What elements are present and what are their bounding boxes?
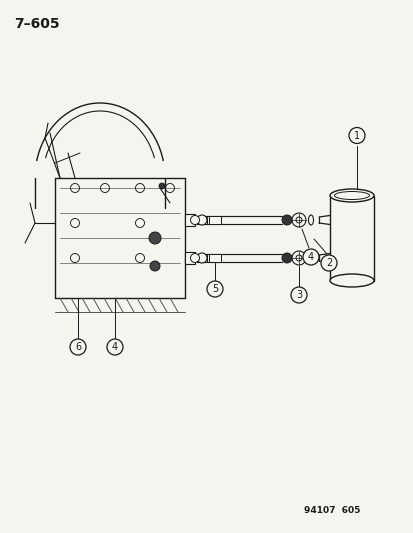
- Text: 3: 3: [295, 290, 301, 300]
- Circle shape: [302, 249, 318, 265]
- FancyBboxPatch shape: [209, 254, 221, 262]
- Text: 1: 1: [353, 131, 359, 141]
- Ellipse shape: [329, 274, 373, 287]
- Ellipse shape: [308, 253, 313, 263]
- Ellipse shape: [308, 215, 313, 225]
- Circle shape: [206, 281, 223, 297]
- Text: 94107  605: 94107 605: [303, 506, 359, 515]
- Circle shape: [290, 287, 306, 303]
- Circle shape: [348, 127, 364, 143]
- Ellipse shape: [334, 191, 369, 199]
- Circle shape: [281, 253, 291, 263]
- Text: 7–605: 7–605: [14, 17, 59, 31]
- FancyBboxPatch shape: [185, 252, 195, 264]
- FancyBboxPatch shape: [197, 216, 206, 223]
- Text: 6: 6: [75, 342, 81, 352]
- FancyBboxPatch shape: [185, 214, 195, 226]
- Circle shape: [159, 183, 165, 189]
- Text: 5: 5: [211, 284, 218, 294]
- Circle shape: [150, 261, 159, 271]
- Circle shape: [320, 255, 336, 271]
- Text: 4: 4: [307, 252, 313, 262]
- FancyBboxPatch shape: [209, 216, 221, 224]
- Ellipse shape: [197, 215, 206, 225]
- Ellipse shape: [190, 254, 199, 262]
- Ellipse shape: [197, 253, 206, 263]
- Circle shape: [70, 339, 86, 355]
- FancyBboxPatch shape: [197, 254, 206, 262]
- Circle shape: [281, 215, 291, 225]
- Ellipse shape: [190, 215, 199, 224]
- Circle shape: [149, 232, 161, 244]
- Text: 2: 2: [325, 258, 331, 268]
- Ellipse shape: [329, 189, 373, 202]
- Text: 4: 4: [112, 342, 118, 352]
- Circle shape: [107, 339, 123, 355]
